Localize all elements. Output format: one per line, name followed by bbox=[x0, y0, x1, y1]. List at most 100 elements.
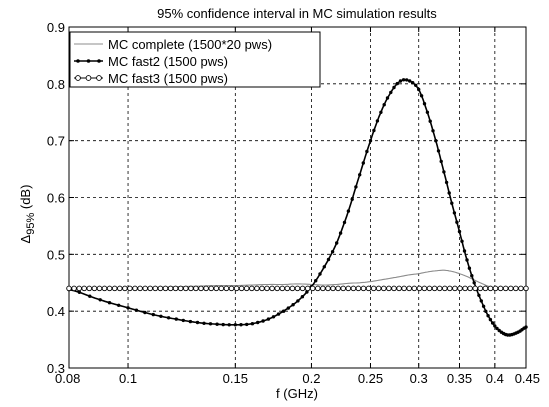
data-point bbox=[76, 285, 82, 292]
series-1 bbox=[69, 269, 526, 290]
data-point bbox=[195, 320, 200, 325]
x-tick-label: 0.4 bbox=[486, 371, 504, 386]
data-point bbox=[502, 285, 509, 292]
data-point bbox=[233, 323, 237, 327]
data-point bbox=[479, 299, 483, 303]
data-point bbox=[372, 128, 376, 133]
data-point bbox=[492, 285, 499, 292]
data-point bbox=[239, 323, 243, 327]
data-point bbox=[117, 303, 121, 307]
data-point bbox=[213, 285, 220, 292]
data-point bbox=[167, 285, 174, 292]
data-point bbox=[368, 139, 373, 143]
data-point bbox=[425, 110, 430, 115]
data-point bbox=[238, 285, 245, 292]
data-point bbox=[215, 322, 219, 326]
data-point bbox=[436, 149, 441, 153]
legend-marker bbox=[85, 75, 92, 81]
data-point bbox=[322, 265, 326, 269]
chart-title: 95% confidence interval in MC simulation… bbox=[157, 6, 437, 21]
data-point bbox=[472, 285, 478, 292]
data-point bbox=[436, 285, 443, 292]
data-point bbox=[405, 78, 409, 82]
data-point bbox=[490, 321, 495, 325]
data-point bbox=[375, 285, 382, 292]
data-point bbox=[431, 129, 435, 133]
data-point bbox=[472, 281, 476, 285]
legend-marker bbox=[97, 59, 101, 63]
data-point bbox=[183, 285, 189, 292]
data-point bbox=[460, 239, 464, 243]
data-point bbox=[386, 285, 392, 292]
x-tick-label: 0.2 bbox=[302, 371, 320, 386]
data-point bbox=[177, 285, 184, 292]
data-point bbox=[447, 285, 453, 292]
y-tick-label: 0.5 bbox=[47, 247, 65, 262]
data-point bbox=[318, 272, 322, 276]
data-point bbox=[422, 102, 427, 106]
data-point bbox=[188, 319, 193, 324]
data-point bbox=[188, 285, 194, 292]
data-point bbox=[281, 309, 286, 313]
x-tick-label: 0.25 bbox=[358, 371, 383, 386]
y-tick-label: 0.4 bbox=[47, 304, 65, 319]
data-point bbox=[126, 306, 130, 310]
data-point bbox=[106, 285, 113, 292]
data-point bbox=[86, 285, 93, 292]
data-point bbox=[249, 285, 255, 292]
data-point bbox=[417, 87, 421, 92]
legend-label: MC complete (1500*20 pws) bbox=[108, 37, 272, 52]
data-point bbox=[233, 285, 240, 292]
data-point bbox=[172, 285, 179, 292]
data-point bbox=[365, 285, 372, 292]
data-point bbox=[193, 285, 199, 292]
series-line bbox=[68, 78, 527, 336]
data-point bbox=[294, 285, 301, 292]
data-point bbox=[431, 285, 438, 292]
data-point bbox=[365, 149, 369, 154]
data-point bbox=[379, 110, 383, 115]
data-point bbox=[360, 285, 367, 292]
data-point bbox=[134, 308, 139, 312]
data-point bbox=[414, 83, 418, 88]
data-point bbox=[391, 285, 397, 292]
data-point bbox=[439, 159, 443, 164]
data-point bbox=[96, 285, 103, 292]
data-point bbox=[396, 285, 402, 292]
data-point bbox=[389, 90, 393, 95]
data-point bbox=[284, 285, 291, 292]
data-point bbox=[465, 258, 469, 262]
data-point bbox=[416, 285, 423, 292]
data-point bbox=[462, 249, 467, 253]
data-point bbox=[340, 285, 346, 292]
data-point bbox=[398, 79, 403, 83]
data-point bbox=[256, 320, 260, 325]
data-point bbox=[345, 285, 352, 292]
data-point bbox=[401, 285, 407, 292]
data-point bbox=[221, 322, 225, 327]
x-tick-label: 0.35 bbox=[447, 371, 472, 386]
data-point bbox=[66, 285, 72, 292]
data-point bbox=[406, 285, 412, 292]
data-point bbox=[325, 285, 331, 292]
data-point bbox=[486, 314, 490, 318]
legend-box bbox=[69, 31, 321, 88]
data-point bbox=[370, 285, 377, 292]
data-point bbox=[508, 285, 514, 292]
data-point bbox=[159, 314, 163, 318]
y-axis-label: Δ95% (dB) bbox=[18, 185, 37, 244]
legend-marker bbox=[96, 75, 102, 81]
y-tick-label: 0.3 bbox=[47, 361, 65, 376]
data-point bbox=[117, 285, 123, 292]
data-point bbox=[227, 323, 231, 327]
x-tick-label: 0.08 bbox=[55, 371, 80, 386]
data-point bbox=[98, 298, 102, 302]
data-point bbox=[467, 266, 472, 270]
x-axis-label: f (GHz) bbox=[276, 386, 318, 401]
series-2 bbox=[67, 78, 528, 337]
data-point bbox=[375, 119, 380, 123]
data-point bbox=[314, 279, 318, 283]
series-3 bbox=[66, 285, 529, 292]
data-point bbox=[223, 285, 230, 292]
legend-label: MC fast3 (1500 pws) bbox=[108, 71, 228, 86]
